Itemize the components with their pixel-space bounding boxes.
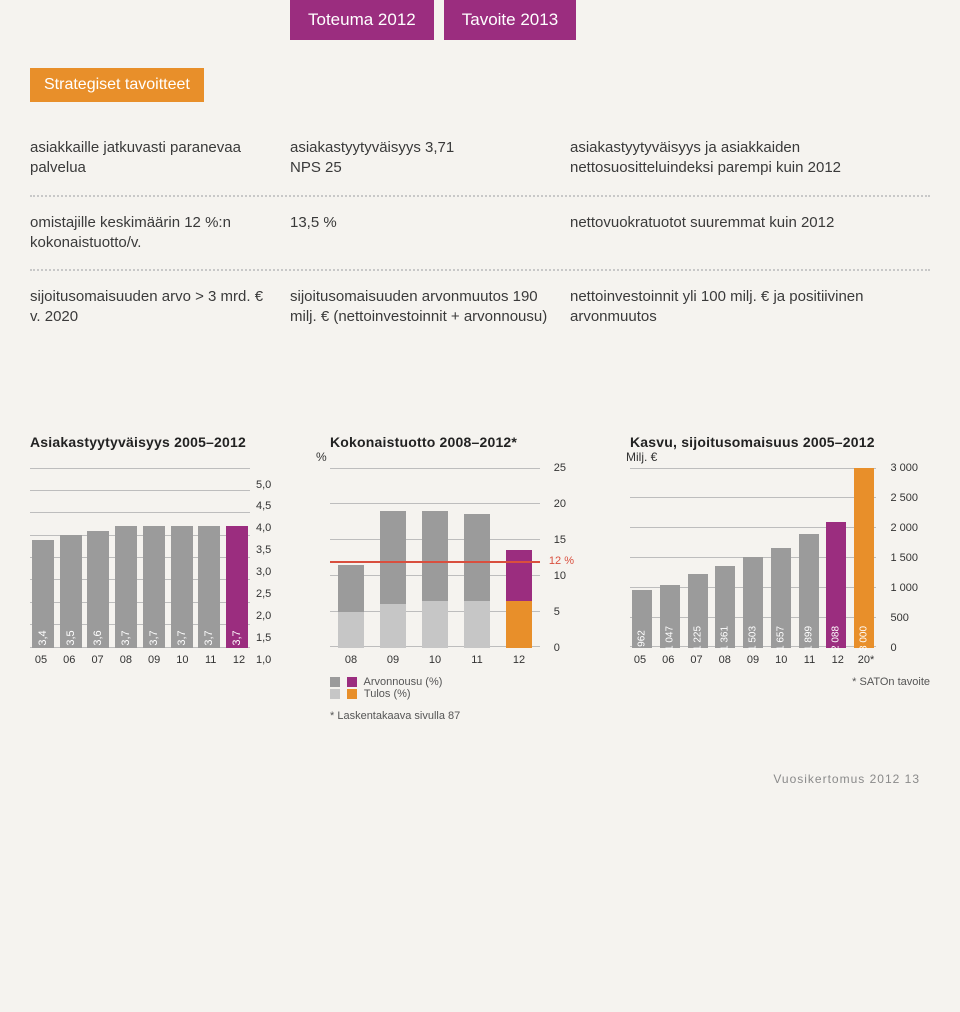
bar: 3,7 [226,526,248,648]
chart2-footnote: * Laskentakaava sivulla 87 [330,710,610,722]
tab-toteuma: Toteuma 2012 [290,0,434,40]
chart1-xaxis: 0506070809101112 [30,654,250,666]
bar [338,565,364,648]
goal-cell: sijoitusomaisuuden arvonmuutos 190 milj.… [290,287,570,328]
chart3-xaxis: 050607080910111220* [630,654,876,666]
chart3-footnote: * SATOn tavoite [630,676,930,688]
section-label: Strategiset tavoitteet [30,68,204,102]
bar: 1 361 [715,566,735,648]
chart2-yunit: % [316,450,327,464]
goal-cell: nettoinvestoinnit yli 100 milj. € ja pos… [570,287,930,328]
chart3-yaxis: 3 0002 5002 0001 5001 0005000 [890,462,918,654]
chart3-yunit: Milj. € [626,450,657,464]
legend-swatch [347,689,357,699]
bar: 3,7 [198,526,220,648]
goal-cell: omistajille keskimäärin 12 %:n kokonaist… [30,213,290,254]
bar: 962 [632,590,652,648]
chart-title: Kasvu, sijoitusomaisuus 2005–2012 [630,434,930,450]
tab-tavoite: Tavoite 2013 [444,0,576,40]
bar: 1 503 [743,557,763,647]
goal-row: sijoitusomaisuuden arvo > 3 mrd. € v. 20… [30,271,930,344]
legend-swatch [347,677,357,687]
goal-cell: nettovuokratuotot suuremmat kuin 2012 [570,213,930,254]
goal-cell: sijoitusomaisuuden arvo > 3 mrd. € v. 20… [30,287,290,328]
bar: 2 088 [826,522,846,647]
bar [422,511,448,648]
bar: 1 657 [771,548,791,647]
bar: 3,6 [87,531,109,648]
bar [464,514,490,647]
bar [506,550,532,647]
chart2-legend: Arvonnousu (%) Tulos (%) [330,676,610,700]
bar: 3,7 [115,526,137,648]
chart-sijoitusomaisuus: Kasvu, sijoitusomaisuus 2005–2012 Milj. … [630,434,930,722]
legend-label: Tulos (%) [364,688,411,700]
goal-cell: asiakastyytyväisyys ja asiakkaiden netto… [570,138,930,179]
bar: 1 225 [688,574,708,648]
bar: 1 047 [660,585,680,648]
chart3-plot: 962 1 047 1 225 1 361 1 503 1 657 1 899 2 088 3 … [630,468,876,648]
legend-swatch [330,689,340,699]
chart1-yaxis: 5,04,54,03,53,02,52,01,51,0 [256,480,271,666]
goal-row: omistajille keskimäärin 12 %:n kokonaist… [30,197,930,272]
charts-row: Asiakastyytyväisyys 2005–2012 3,4 3,53,6 3… [0,374,960,742]
bar: 3,5 [60,535,82,648]
legend-label: Arvonnousu (%) [364,676,443,688]
chart2-plot: 2520151050 12 % [330,468,540,648]
goal-row: asiakkaille jatkuvasti paranevaa palvelu… [30,122,930,197]
goal-cell: asiakkaille jatkuvasti paranevaa palvelu… [30,138,290,179]
bar: 3 000 [854,468,874,648]
bar: 1 899 [799,534,819,648]
page-footer: Vuosikertomus 2012 13 [0,742,960,806]
goal-cell: 13,5 % [290,213,570,254]
goal-cell: asiakastyytyväisyys 3,71 NPS 25 [290,138,570,179]
chart-title: Asiakastyytyväisyys 2005–2012 [30,434,310,450]
chart-kokonaistuotto: Kokonaistuotto 2008–2012* % 2520151050 1… [330,434,610,722]
chart-asiakastyytyvaisyys: Asiakastyytyväisyys 2005–2012 3,4 3,53,6 3… [30,434,310,722]
chart1-plot: 3,43,53,63,73,73,73,73,7 [30,468,250,648]
bar: 3,7 [143,526,165,648]
legend-swatch [330,677,340,687]
chart2-xaxis: 0809101112 [330,654,540,666]
header-tabs: Toteuma 2012 Tavoite 2013 [0,0,960,40]
bar [380,511,406,648]
goals-table: asiakkaille jatkuvasti paranevaa palvelu… [0,122,960,374]
header-spacer [0,0,290,40]
chart-title: Kokonaistuotto 2008–2012* [330,434,610,450]
bar: 3,4 [32,540,54,648]
bar: 3,7 [171,526,193,648]
